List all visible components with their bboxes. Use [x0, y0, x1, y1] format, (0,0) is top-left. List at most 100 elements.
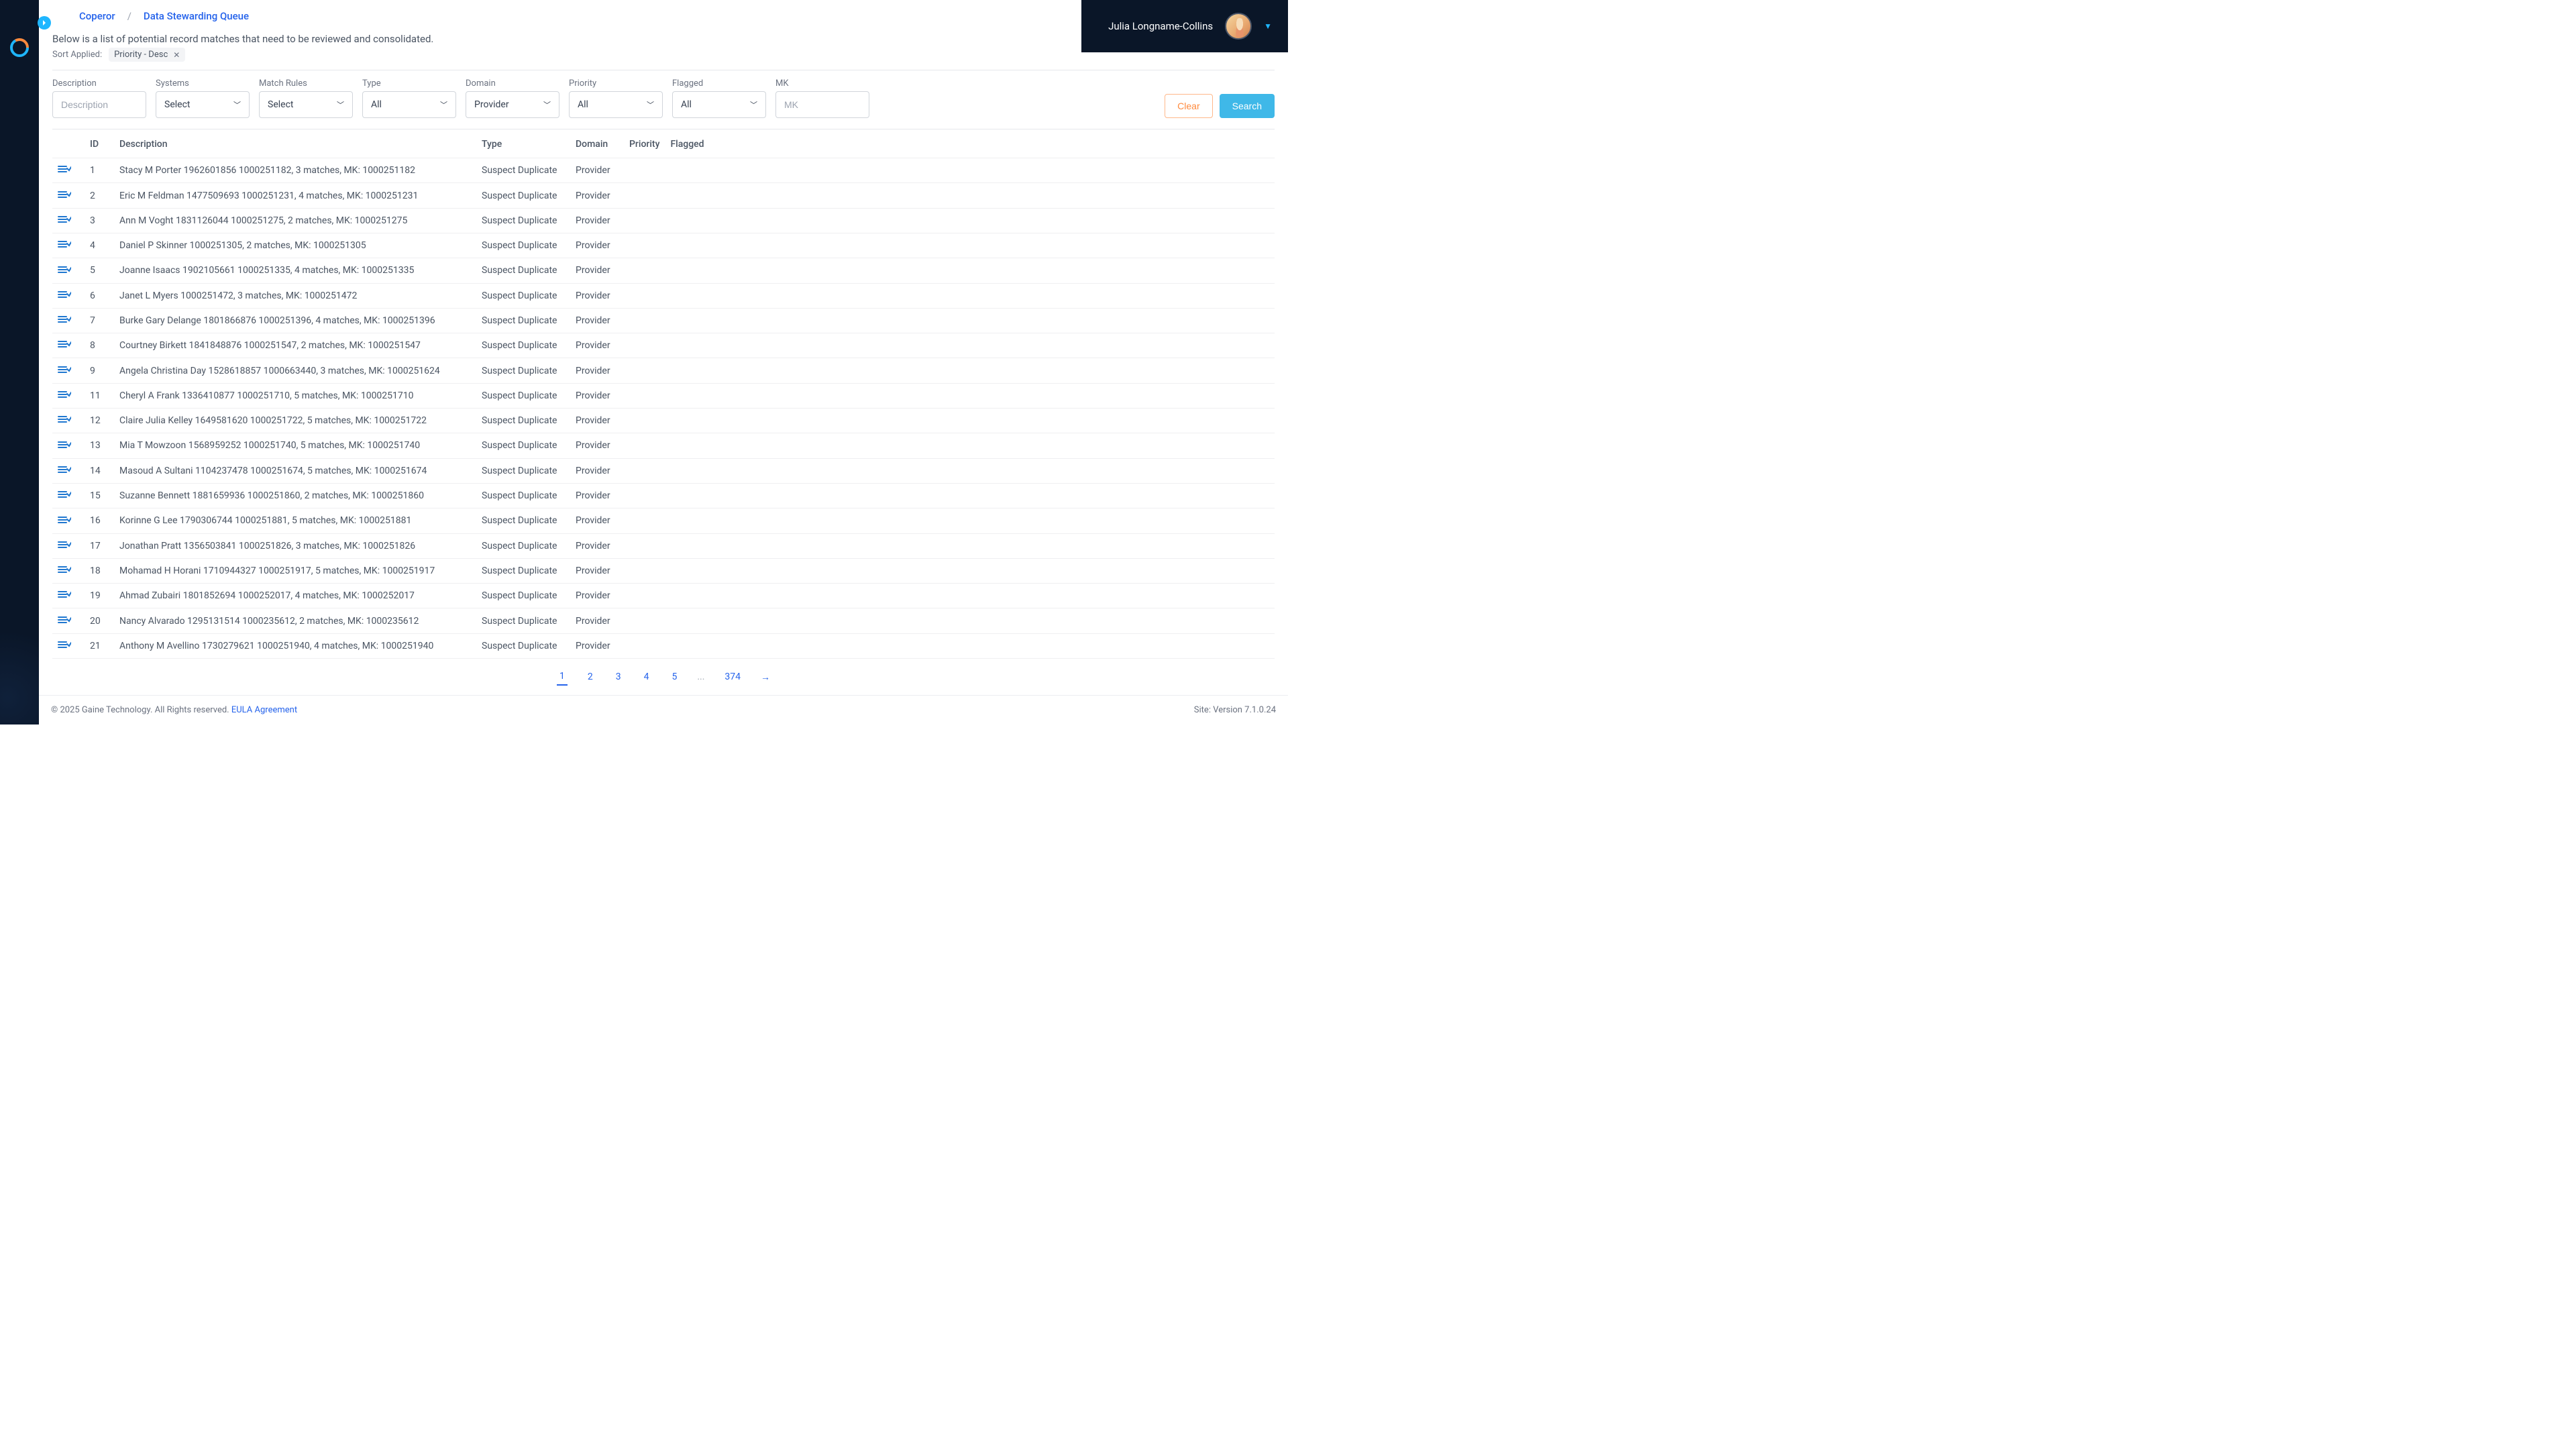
cell-domain: Provider — [570, 158, 624, 183]
cell-type: Suspect Duplicate — [476, 584, 570, 608]
filter-label-description: Description — [52, 78, 146, 89]
search-button[interactable]: Search — [1220, 94, 1275, 118]
page-5[interactable]: 5 — [669, 669, 680, 685]
user-menu[interactable]: Julia Longname-Collins ▼ — [1081, 0, 1288, 52]
row-action-icon[interactable] — [58, 541, 71, 551]
flagged-select-value: All — [681, 99, 692, 110]
cell-type: Suspect Duplicate — [476, 158, 570, 183]
cell-id: 6 — [85, 283, 114, 308]
row-action-icon[interactable] — [58, 466, 71, 476]
table-row[interactable]: 6Janet L Myers 1000251472, 3 matches, MK… — [52, 283, 1275, 308]
cell-description: Eric M Feldman 1477509693 1000251231, 4 … — [114, 183, 476, 208]
table-row[interactable]: 18Mohamad H Horani 1710944327 1000251917… — [52, 558, 1275, 583]
flagged-select[interactable]: All ﹀ — [672, 91, 766, 118]
cell-type: Suspect Duplicate — [476, 483, 570, 508]
page-1[interactable]: 1 — [557, 668, 568, 686]
domain-select-value: Provider — [474, 99, 509, 110]
sort-chip[interactable]: Priority - Desc ✕ — [109, 48, 185, 62]
cell-domain: Provider — [570, 258, 624, 283]
row-action-icon[interactable] — [58, 165, 71, 176]
table-row[interactable]: 7Burke Gary Delange 1801866876 100025139… — [52, 308, 1275, 333]
column-header-flagged[interactable]: Flagged — [665, 129, 709, 158]
copyright: © 2025 Gaine Technology. All Rights rese… — [51, 705, 229, 715]
cell-id: 18 — [85, 558, 114, 583]
cell-description: Anthony M Avellino 1730279621 1000251940… — [114, 633, 476, 658]
table-row[interactable]: 13Mia T Mowzoon 1568959252 1000251740, 5… — [52, 433, 1275, 458]
column-header-priority[interactable]: Priority — [624, 129, 665, 158]
cell-priority — [624, 409, 665, 433]
row-action-icon[interactable] — [58, 415, 71, 426]
row-action-icon[interactable] — [58, 440, 71, 451]
page-3[interactable]: 3 — [613, 669, 624, 685]
column-header-type[interactable]: Type — [476, 129, 570, 158]
row-action-icon[interactable] — [58, 340, 71, 351]
cell-priority — [624, 233, 665, 258]
table-row[interactable]: 5Joanne Isaacs 1902105661 1000251335, 4 … — [52, 258, 1275, 283]
chevron-down-icon: ﹀ — [337, 99, 344, 110]
row-action-icon[interactable] — [58, 240, 71, 251]
cell-priority — [624, 433, 665, 458]
row-action-icon[interactable] — [58, 615, 71, 626]
next-page-icon[interactable]: → — [761, 672, 770, 683]
mk-input[interactable] — [775, 91, 869, 118]
matchrules-select[interactable]: Select ﹀ — [259, 91, 353, 118]
table-row[interactable]: 11Cheryl A Frank 1336410877 1000251710, … — [52, 383, 1275, 408]
column-header-id[interactable]: ID — [85, 129, 114, 158]
cell-flagged — [665, 584, 709, 608]
column-header-domain[interactable]: Domain — [570, 129, 624, 158]
row-action-icon[interactable] — [58, 315, 71, 326]
table-row[interactable]: 17Jonathan Pratt 1356503841 1000251826, … — [52, 533, 1275, 558]
cell-priority — [624, 258, 665, 283]
table-row[interactable]: 15Suzanne Bennett 1881659936 1000251860,… — [52, 483, 1275, 508]
row-action-icon[interactable] — [58, 215, 71, 226]
row-action-icon[interactable] — [58, 190, 71, 201]
table-row[interactable]: 21Anthony M Avellino 1730279621 10002519… — [52, 633, 1275, 658]
page-last[interactable]: 374 — [722, 669, 743, 685]
table-row[interactable]: 3Ann M Voght 1831126044 1000251275, 2 ma… — [52, 208, 1275, 233]
description-input[interactable] — [52, 91, 146, 118]
cell-description: Korinne G Lee 1790306744 1000251881, 5 m… — [114, 508, 476, 533]
cell-flagged — [665, 409, 709, 433]
row-action-icon[interactable] — [58, 265, 71, 276]
breadcrumb-root[interactable]: Coperor — [79, 10, 115, 22]
cell-domain: Provider — [570, 183, 624, 208]
filters-bar: Description Systems Select ﹀ Match Rules… — [52, 70, 1275, 129]
breadcrumb-current[interactable]: Data Stewarding Queue — [144, 10, 249, 22]
row-action-icon[interactable] — [58, 490, 71, 501]
table-row[interactable]: 8Courtney Birkett 1841848876 1000251547,… — [52, 333, 1275, 358]
row-action-icon[interactable] — [58, 365, 71, 376]
row-action-icon[interactable] — [58, 641, 71, 651]
systems-select[interactable]: Select ﹀ — [156, 91, 250, 118]
row-action-icon[interactable] — [58, 515, 71, 526]
row-action-icon[interactable] — [58, 566, 71, 576]
row-action-icon[interactable] — [58, 590, 71, 601]
cell-type: Suspect Duplicate — [476, 333, 570, 358]
type-select-value: All — [371, 99, 382, 110]
table-row[interactable]: 20Nancy Alvarado 1295131514 1000235612, … — [52, 608, 1275, 633]
page-2[interactable]: 2 — [585, 669, 596, 685]
page-4[interactable]: 4 — [641, 669, 652, 685]
table-row[interactable]: 16Korinne G Lee 1790306744 1000251881, 5… — [52, 508, 1275, 533]
cell-domain: Provider — [570, 608, 624, 633]
close-icon[interactable]: ✕ — [173, 50, 180, 60]
domain-select[interactable]: Provider ﹀ — [466, 91, 559, 118]
table-row[interactable]: 4Daniel P Skinner 1000251305, 2 matches,… — [52, 233, 1275, 258]
table-row[interactable]: 19Ahmad Zubairi 1801852694 1000252017, 4… — [52, 584, 1275, 608]
column-header-description[interactable]: Description — [114, 129, 476, 158]
type-select[interactable]: All ﹀ — [362, 91, 456, 118]
table-row[interactable]: 12Claire Julia Kelley 1649581620 1000251… — [52, 409, 1275, 433]
table-row[interactable]: 1Stacy M Porter 1962601856 1000251182, 3… — [52, 158, 1275, 183]
eula-link[interactable]: EULA Agreement — [231, 705, 297, 715]
cell-flagged — [665, 333, 709, 358]
table-row[interactable]: 9Angela Christina Day 1528618857 1000663… — [52, 358, 1275, 383]
matchrules-select-value: Select — [268, 99, 293, 110]
row-action-icon[interactable] — [58, 390, 71, 401]
priority-select[interactable]: All ﹀ — [569, 91, 663, 118]
row-action-icon[interactable] — [58, 290, 71, 301]
cell-priority — [624, 458, 665, 483]
footer: © 2025 Gaine Technology. All Rights rese… — [39, 695, 1288, 724]
clear-button[interactable]: Clear — [1165, 94, 1212, 118]
table-row[interactable]: 14Masoud A Sultani 1104237478 1000251674… — [52, 458, 1275, 483]
table-row[interactable]: 2Eric M Feldman 1477509693 1000251231, 4… — [52, 183, 1275, 208]
cell-description: Stacy M Porter 1962601856 1000251182, 3 … — [114, 158, 476, 183]
